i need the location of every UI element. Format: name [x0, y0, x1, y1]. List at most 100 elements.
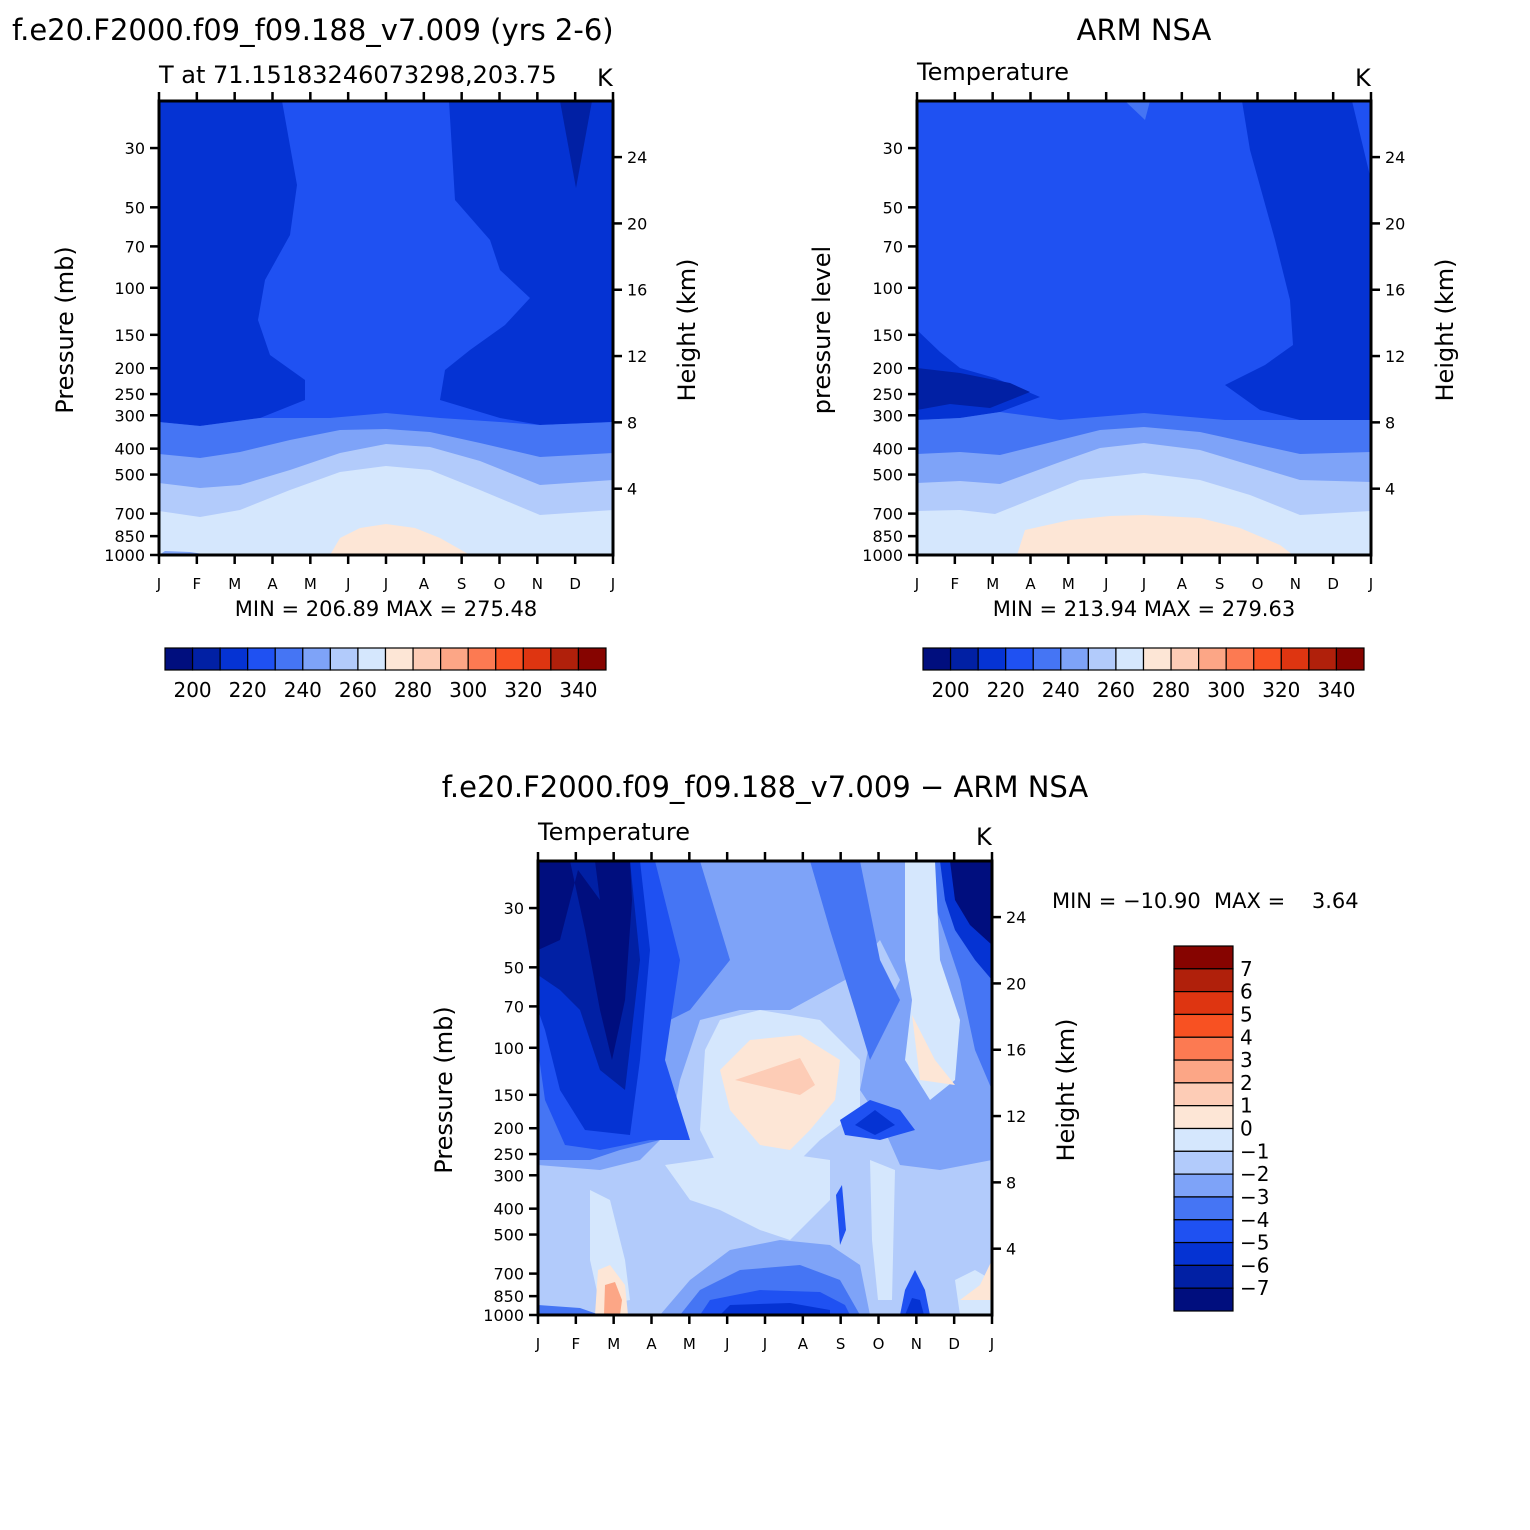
x-tick-label: M — [986, 575, 999, 593]
colorbar-swatch — [1060, 647, 1089, 671]
y-tick-right-label: 20 — [1385, 214, 1405, 233]
y-tick-label: 250 — [114, 385, 145, 404]
y-tick-label: 200 — [114, 359, 145, 378]
colorbar-label: 220 — [987, 678, 1025, 702]
colorbar-swatch — [412, 647, 442, 671]
y-tick-label: 500 — [872, 466, 903, 485]
x-tick-label: F — [193, 575, 202, 593]
x-tick-label: M — [228, 575, 241, 593]
colorbar-label: −1 — [1240, 1139, 1269, 1163]
y-tick-label: 700 — [114, 505, 145, 524]
x-tick-label: N — [1290, 575, 1301, 593]
colorbar-swatch — [1173, 1287, 1234, 1312]
x-tick-label: O — [873, 1335, 885, 1353]
panel-diff-units: K — [976, 823, 993, 851]
colorbar-label: 6 — [1240, 980, 1253, 1004]
contour-fill-270 — [159, 466, 613, 555]
colorbar-swatch — [1173, 945, 1234, 970]
contour-fill-280 — [330, 524, 470, 555]
colorbar-swatch — [1173, 1264, 1234, 1289]
colorbar-swatch — [550, 647, 580, 671]
y-tick-label: 300 — [872, 406, 903, 425]
colorbar-label: −7 — [1240, 1276, 1269, 1300]
x-tick-label: J — [989, 1335, 994, 1353]
colorbar-label: −2 — [1240, 1162, 1269, 1186]
panel-model-title: f.e20.F2000.f09_f09.188_v7.009 (yrs 2-6) — [12, 13, 614, 47]
x-tick-label: A — [1177, 575, 1188, 593]
panel-diff-title: f.e20.F2000.f09_f09.188_v7.009 − ARM NSA — [442, 770, 1089, 804]
y-tick-label: 400 — [872, 440, 903, 459]
contour-fill-p1-upper — [720, 1035, 840, 1150]
x-tick-label: J — [383, 575, 388, 593]
x-tick-label: D — [948, 1335, 960, 1353]
colorbar-swatch — [247, 647, 276, 671]
y-tick-label: 400 — [493, 1200, 524, 1219]
y-tick-label: 50 — [883, 198, 903, 217]
y-tick-right-label: 24 — [1006, 908, 1026, 927]
y-tick-label: 70 — [125, 237, 145, 256]
contour-fill-p1-dec — [960, 1260, 992, 1300]
colorbar-label: 300 — [1207, 678, 1245, 702]
y-tick-label: 50 — [125, 198, 145, 217]
y-tick-label: 70 — [883, 237, 903, 256]
y-tick-label: 200 — [493, 1119, 524, 1138]
colorbar-label: −5 — [1240, 1231, 1269, 1255]
x-tick-label: O — [1252, 575, 1264, 593]
colorbar-label: 3 — [1240, 1048, 1253, 1072]
x-tick-label: M — [1062, 575, 1075, 593]
colorbar-swatch — [1173, 1059, 1234, 1084]
colorbar-swatch — [1173, 991, 1234, 1016]
colorbar-swatch — [1173, 1105, 1234, 1130]
contour-fill-m8-late — [950, 861, 992, 945]
x-tick-label: D — [569, 575, 581, 593]
panel-obs-units: K — [1355, 64, 1372, 92]
y-tick-right-label: 4 — [627, 480, 637, 499]
y-tick-label: 400 — [114, 440, 145, 459]
x-tick-label: J — [762, 1335, 767, 1353]
colorbar-swatch — [1115, 647, 1145, 671]
panel-obs-stats: MIN = 213.94 MAX = 279.63 — [993, 597, 1295, 621]
contour-fill-p1-pole — [912, 1015, 955, 1085]
colorbar-swatch — [1335, 647, 1365, 671]
colorbar-swatch — [1173, 968, 1234, 993]
panel-obs: ARM NSA Temperature K J F M A M J J A S O N D J 30 50 7… — [808, 13, 1459, 702]
y-tick-right-label: 12 — [1385, 347, 1405, 366]
x-tick-label: F — [951, 575, 960, 593]
panel-model-stats: MIN = 206.89 MAX = 275.48 — [235, 597, 537, 621]
panel-model: f.e20.F2000.f09_f09.188_v7.009 (yrs 2-6)… — [12, 13, 701, 702]
contour-fill-280 — [1017, 515, 1293, 555]
contour-fill-m6-nov — [905, 1298, 924, 1315]
x-tick-label: M — [683, 1335, 696, 1353]
colorbar-swatch — [1173, 1241, 1234, 1266]
panel-diff-ylabel: Pressure (mb) — [430, 1006, 458, 1173]
colorbar-swatch — [522, 647, 552, 671]
x-tick-label: A — [267, 575, 278, 593]
colorbar-label: 280 — [1152, 678, 1190, 702]
x-tick-label: J — [535, 1335, 540, 1353]
colorbar-label: 240 — [1042, 678, 1080, 702]
colorbar-label: −3 — [1240, 1185, 1269, 1209]
contour-fill-m6-low — [720, 1303, 830, 1315]
colorbar-label: 7 — [1240, 957, 1253, 981]
y-tick-label: 850 — [493, 1287, 524, 1306]
y-tick-right-label: 16 — [627, 281, 647, 300]
colorbar-swatch — [1005, 647, 1034, 671]
panel-model-axes: J F M A M J J A S O N D J 30 50 70 100 150 200 250 300 400 500… — [104, 92, 647, 593]
colorbar-swatch — [440, 647, 469, 671]
y-tick-right-label: 8 — [627, 413, 637, 432]
panel-diff-stats: MIN = −10.90 MAX = 3.64 — [1052, 889, 1359, 913]
panel-obs-ylabel-right: Height (km) — [1431, 259, 1459, 402]
y-tick-label: 150 — [114, 326, 145, 345]
x-tick-label: A — [419, 575, 430, 593]
colorbar-swatch — [384, 647, 414, 671]
x-tick-label: S — [457, 575, 467, 593]
contour-fill-220-late — [440, 101, 613, 425]
contour-fill-m6-may — [855, 1110, 895, 1135]
panel-model-ylabel-right: Height (km) — [673, 259, 701, 402]
panel-model-ylabel: Pressure (mb) — [51, 246, 79, 413]
colorbar-swatch — [1173, 1082, 1234, 1107]
colorbar-swatch — [1280, 647, 1310, 671]
colorbar-swatch — [302, 647, 331, 671]
colorbar-swatch — [922, 647, 952, 671]
